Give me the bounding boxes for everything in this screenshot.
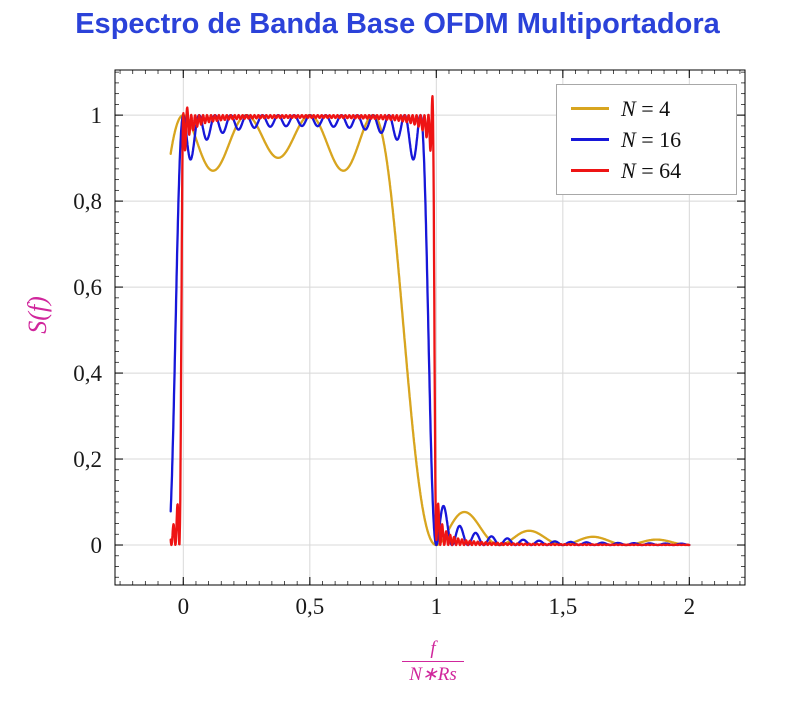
x-axis-label-numerator: f <box>402 638 464 662</box>
legend-swatch <box>571 107 609 110</box>
y-tick-label: 0 <box>91 533 103 558</box>
series-line-64 <box>169 95 691 547</box>
chart-title: Espectro de Banda Base OFDM Multiportado… <box>75 8 720 40</box>
y-tick-label: 0,4 <box>73 361 102 386</box>
x-tick-label: 0,5 <box>295 594 324 619</box>
y-tick-label: 1 <box>91 103 103 128</box>
series-curves <box>169 95 691 547</box>
x-axis-label: f N∗Rs <box>388 638 478 686</box>
series-line-16 <box>169 113 691 547</box>
legend-item: N = 64 <box>571 155 736 186</box>
y-tick-label: 0,6 <box>73 275 102 300</box>
x-tick-label: 2 <box>684 594 696 619</box>
legend-label: N = 16 <box>621 126 682 152</box>
y-tick-label: 0,8 <box>73 189 102 214</box>
y-tick-label: 0,2 <box>73 447 102 472</box>
tick-labels: 0 0,5 1 1,5 2 0 0,2 0,4 0,6 0,8 1 <box>73 103 695 619</box>
legend-item: N = 4 <box>571 93 736 124</box>
legend: N = 4 N = 16 N = 64 <box>556 84 737 195</box>
x-tick-label: 1 <box>431 594 443 619</box>
y-axis-label: S(f) <box>23 296 52 334</box>
x-tick-label: 0 <box>178 594 190 619</box>
legend-label: N = 64 <box>621 157 682 183</box>
legend-swatch <box>571 169 609 172</box>
plot-frame <box>114 69 746 586</box>
legend-item: N = 16 <box>571 124 736 155</box>
legend-swatch <box>571 138 609 141</box>
x-tick-label: 1,5 <box>548 594 577 619</box>
legend-label: N = 4 <box>621 95 671 121</box>
x-axis-label-denominator: N∗Rs <box>409 664 457 685</box>
axis-ticks <box>115 70 745 585</box>
